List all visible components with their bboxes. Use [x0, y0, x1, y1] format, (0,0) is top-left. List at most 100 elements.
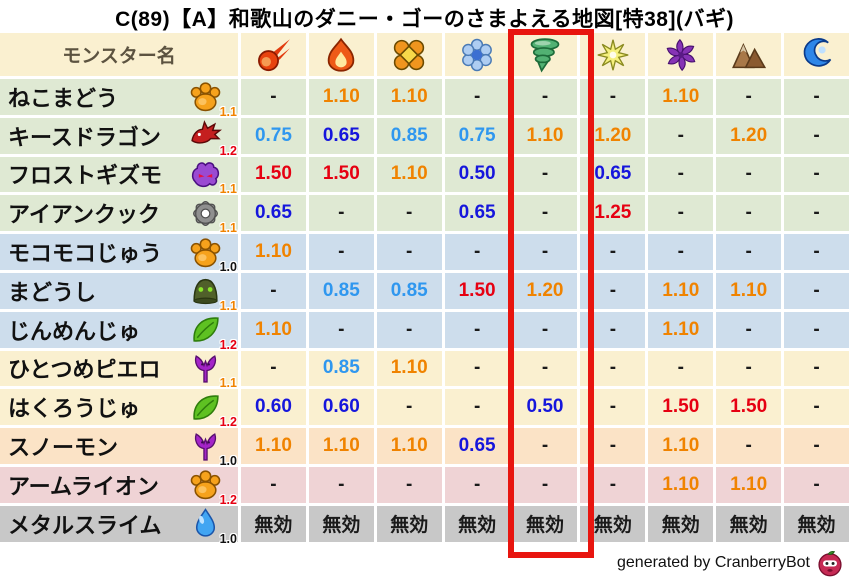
monster-row-name-cell: ねこまどう 1.1 [0, 79, 238, 118]
multiplier-value: 1.10 [662, 85, 700, 107]
multiplier-value: 1.10 [254, 435, 292, 457]
scale-badge: 1.2 [219, 492, 237, 507]
scale-badge: 1.1 [219, 298, 237, 313]
multiplier-value: 1.50 [322, 163, 360, 185]
multiplier-cell: 無効 [444, 505, 510, 542]
multiplier-value: 0.85 [322, 357, 360, 379]
multiplier-cell: - [308, 466, 374, 503]
flame-icon [323, 37, 359, 73]
multiplier-cell: - [308, 195, 374, 232]
multiplier-cell: 1.20 [580, 117, 646, 154]
element-column-header [580, 33, 646, 76]
multiplier-cell: 0.65 [444, 428, 510, 464]
multiplier-value: - [813, 241, 820, 263]
multiplier-cell: 無効 [376, 505, 442, 542]
multiplier-cell: 0.50 [444, 156, 510, 193]
monster-name: アイアンクック [8, 202, 161, 228]
family-icon-wrap: 1.1 [189, 158, 237, 195]
multiplier-cell: 0.85 [308, 272, 374, 309]
multiplier-cell: 1.10 [648, 79, 714, 115]
leaf-icon [189, 391, 222, 424]
multiplier-value: 1.10 [390, 85, 428, 107]
monster-row-name-cell: フロストギズモ 1.1 [0, 156, 238, 195]
scale-badge: 1.0 [219, 454, 237, 469]
multiplier-cell: - [648, 117, 714, 154]
multiplier-cell: - [784, 234, 849, 270]
multiplier-value: - [406, 473, 413, 495]
multiplier-cell: - [648, 156, 714, 193]
multiplier-value: - [745, 202, 752, 224]
multiplier-value: - [745, 357, 752, 379]
multiplier-cell: - [376, 466, 442, 503]
monster-name: ひとつめピエロ [8, 357, 161, 383]
multiplier-cell: 1.20 [512, 272, 578, 309]
monster-name: キースドラゴン [8, 124, 161, 150]
multiplier-value: 1.20 [594, 124, 632, 146]
multiplier-value: - [609, 85, 617, 107]
multiplier-cell: - [716, 156, 782, 193]
multiplier-cell: 1.10 [308, 79, 374, 115]
multiplier-value: - [473, 357, 481, 379]
monster-name: モコモコじゅう [8, 241, 163, 267]
multiplier-value: - [473, 473, 481, 495]
multiplier-value: 1.20 [526, 279, 564, 301]
multiplier-cell: 無効 [784, 505, 849, 542]
multiplier-cell: - [784, 156, 849, 193]
multiplier-cell: - [716, 195, 782, 232]
multiplier-value: - [609, 279, 617, 301]
multiplier-value: - [473, 85, 481, 107]
multiplier-value: - [270, 473, 277, 495]
multiplier-cell: 0.60 [241, 389, 306, 426]
monster-name: スノーモン [8, 435, 119, 461]
multiplier-value: - [609, 318, 617, 340]
multiplier-cell: 1.50 [444, 272, 510, 309]
monster-name: はくろうじゅ [8, 396, 141, 422]
scale-badge: 1.1 [219, 182, 237, 197]
multiplier-cell: - [444, 311, 510, 348]
multiplier-cell: 1.10 [376, 156, 442, 193]
monster-name: アームライオン [8, 473, 159, 499]
multiplier-cell: - [580, 389, 646, 426]
multiplier-cell: 1.10 [376, 350, 442, 387]
multiplier-cell: - [376, 195, 442, 232]
family-icon-wrap: 1.0 [189, 430, 237, 467]
multiplier-value: - [677, 241, 684, 263]
multiplier-cell: - [716, 428, 782, 464]
monster-row-name-cell: モコモコじゅう 1.0 [0, 234, 238, 273]
multiplier-cell: - [784, 117, 849, 154]
monster-name-header: モンスター名 [0, 33, 238, 76]
multiplier-cell: 0.60 [308, 389, 374, 426]
multiplier-cell: - [444, 466, 510, 503]
multiplier-value: 1.10 [526, 124, 564, 146]
demon-icon [189, 158, 222, 191]
scale-badge: 1.0 [219, 260, 237, 275]
page-title: C(89)【A】和歌山のダニー・ゴーのさまよえる地図[特38](バギ) [115, 8, 734, 31]
multiplier-value: 1.10 [390, 163, 428, 185]
multiplier-cell: - [241, 79, 306, 115]
multiplier-cell: 無効 [308, 505, 374, 542]
family-icon-wrap: 1.2 [189, 119, 237, 157]
multiplier-cell: - [308, 234, 374, 270]
cranberry-bot-icon [816, 549, 844, 577]
multiplier-value: - [813, 85, 820, 107]
family-icon-wrap: 1.1 [189, 80, 237, 118]
multiplier-value: - [745, 318, 752, 340]
multiplier-cell: - [784, 195, 849, 232]
multiplier-value: - [677, 202, 684, 224]
multiplier-value: 0.65 [254, 202, 292, 224]
multiplier-cell: - [580, 79, 646, 115]
multiplier-cell: - [648, 350, 714, 387]
immune-value: 無効 [661, 515, 700, 537]
multiplier-cell: 無効 [512, 505, 578, 542]
multiplier-cell: 1.10 [648, 466, 714, 503]
multiplier-value: 1.10 [322, 85, 360, 107]
scale-badge: 1.1 [219, 221, 237, 236]
multiplier-cell: - [376, 389, 442, 426]
family-icon-wrap: 1.0 [189, 236, 237, 273]
multiplier-value: - [541, 357, 549, 379]
burst-icon [391, 37, 427, 73]
multiplier-cell: 1.50 [716, 389, 782, 426]
element-column-header [308, 33, 374, 76]
multiplier-value: 1.50 [730, 396, 768, 418]
wave-icon [799, 37, 835, 73]
